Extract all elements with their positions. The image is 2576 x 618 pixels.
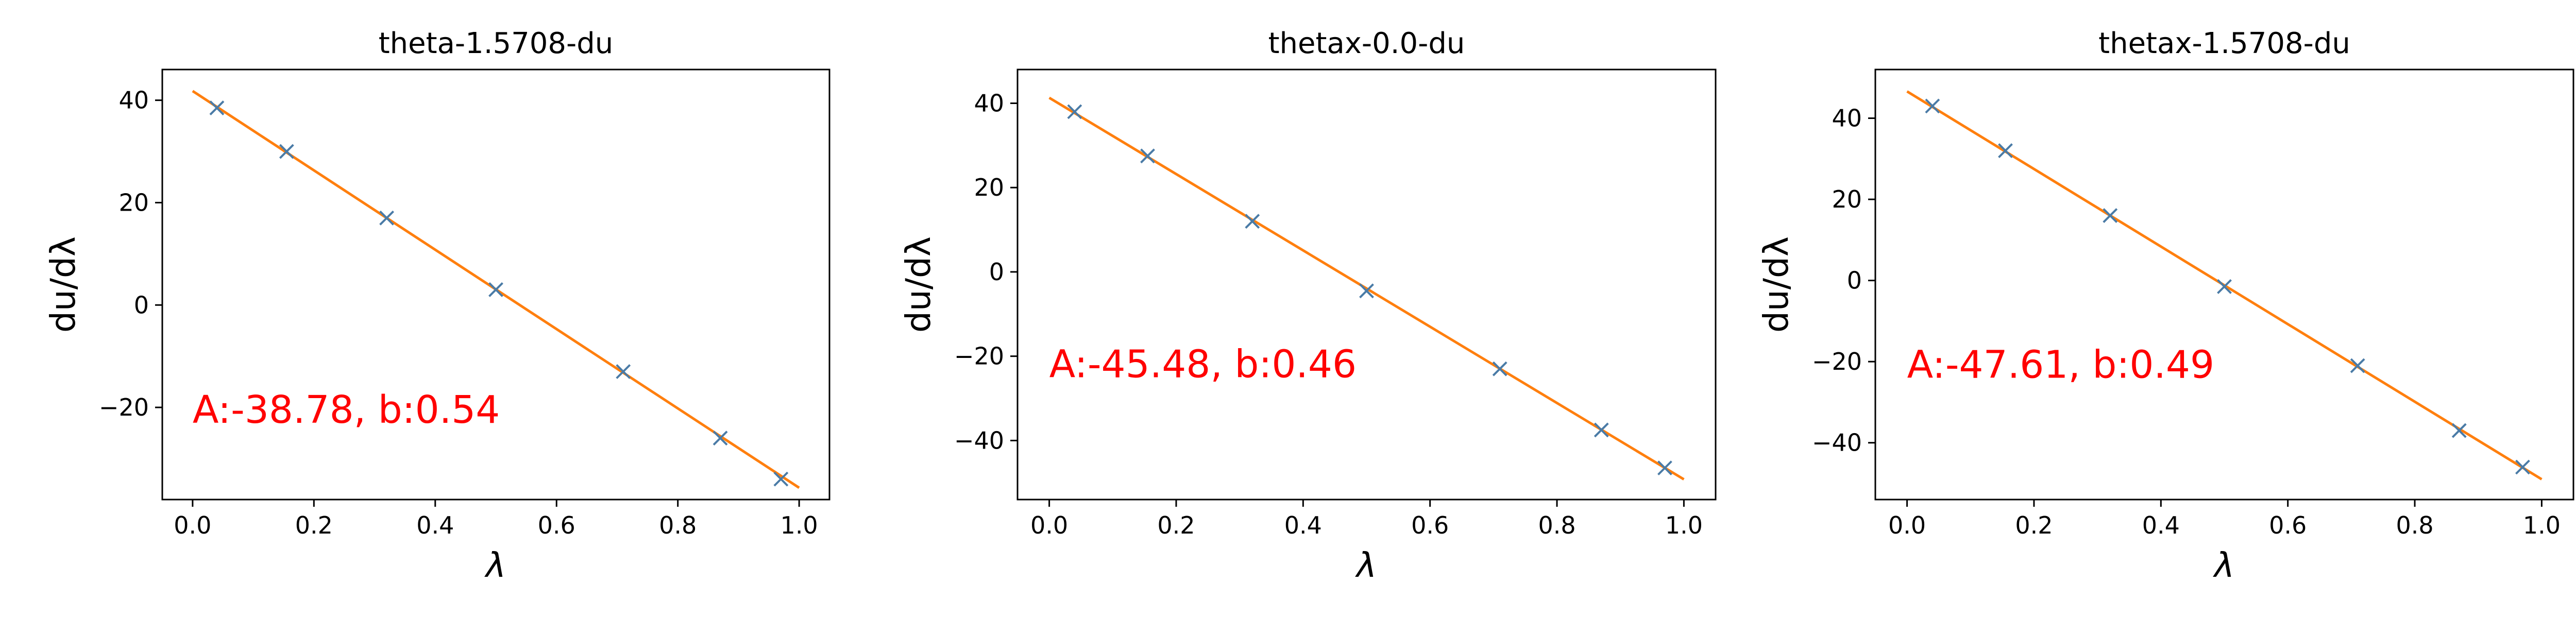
chart-panel-3: thetax-1.5708-du 0.0 0.2 0.4 0.6 0.8 1.0 −40 −20… — [1756, 27, 2574, 585]
y-tick-label: 0 — [989, 258, 1004, 286]
y-tick-label: 0 — [1847, 267, 1862, 295]
x-axis-label: λ — [2213, 545, 2234, 585]
plot-frame — [1874, 68, 2574, 501]
data-point — [209, 100, 225, 115]
x-tick-label: 0.0 — [1888, 511, 1926, 539]
data-point — [488, 282, 503, 297]
data-point — [2103, 208, 2118, 223]
x-tick-label: 1.0 — [781, 511, 818, 539]
data-point — [1067, 104, 1082, 119]
chart-panel-1: theta-1.5708-du 0.0 0.2 0.4 0.6 0.8 1.0 −20 0 20 4… — [43, 27, 831, 585]
y-tick-label: 40 — [118, 87, 149, 114]
data-point — [1140, 148, 1155, 164]
y-tick-label: 20 — [974, 174, 1004, 201]
data-point — [773, 471, 789, 487]
data-point — [2350, 358, 2365, 373]
data-point — [1359, 283, 1374, 299]
x-tick-label: 0.2 — [295, 511, 333, 539]
x-tick-label: 0.6 — [538, 511, 575, 539]
fit-annotation: A:-38.78, b:0.54 — [193, 388, 500, 432]
data-point — [616, 364, 631, 379]
y-axis-label: du/dλ — [1756, 236, 1796, 333]
data-point — [2217, 279, 2232, 294]
x-tick-label: 0.2 — [1157, 511, 1195, 539]
y-tick-label: 40 — [974, 89, 1004, 117]
y-tick-label: 20 — [1832, 185, 1862, 213]
chart-title: thetax-1.5708-du — [2098, 27, 2350, 60]
x-axis-label: λ — [484, 545, 506, 585]
y-tick-label: −40 — [954, 426, 1004, 454]
data-point — [1925, 98, 1940, 114]
y-tick-label: −20 — [99, 393, 149, 421]
chart-panel-2: thetax-0.0-du 0.0 0.2 0.4 0.6 0.8 1.0 −40 −20 0 20… — [899, 27, 1717, 585]
x-tick-label: 0.4 — [416, 511, 454, 539]
fit-annotation: A:-45.48, b:0.46 — [1049, 342, 1357, 387]
x-axis-label: λ — [1355, 545, 1377, 585]
fit-annotation: A:-47.61, b:0.49 — [1907, 343, 2215, 387]
plot-frame — [161, 68, 831, 501]
x-tick-label: 0.0 — [1030, 511, 1068, 539]
x-tick-label: 0.4 — [1284, 511, 1322, 539]
y-axis-label: du/dλ — [899, 236, 938, 333]
data-point — [1657, 460, 1672, 476]
y-tick-label: −40 — [1812, 429, 1862, 457]
y-tick-label: 20 — [118, 188, 149, 216]
x-tick-label: 0.6 — [2269, 511, 2307, 539]
data-point — [379, 210, 395, 226]
x-tick-label: 1.0 — [1665, 511, 1703, 539]
x-tick-label: 0.6 — [1411, 511, 1449, 539]
fit-line — [1048, 96, 1685, 480]
x-tick-label: 0.8 — [1538, 511, 1575, 539]
data-point — [2451, 423, 2467, 438]
chart-title: thetax-0.0-du — [1268, 27, 1465, 60]
x-tick-label: 0.0 — [174, 511, 211, 539]
x-tick-label: 0.8 — [659, 511, 697, 539]
y-axis-label: du/dλ — [43, 236, 83, 333]
data-point — [2515, 459, 2530, 475]
data-point — [1492, 361, 1507, 376]
data-point — [713, 431, 728, 446]
x-tick-label: 0.4 — [2142, 511, 2180, 539]
chart-title: theta-1.5708-du — [379, 27, 614, 60]
y-tick-label: 0 — [134, 291, 149, 319]
data-point — [1594, 422, 1609, 438]
y-tick-label: −20 — [1812, 348, 1862, 375]
data-point — [1998, 143, 2013, 158]
x-tick-label: 1.0 — [2523, 511, 2561, 539]
data-point — [279, 144, 294, 159]
y-tick-label: 40 — [1832, 105, 1862, 132]
data-point — [1245, 214, 1260, 229]
plot-frame — [1016, 68, 1717, 501]
x-tick-label: 0.8 — [2396, 511, 2433, 539]
x-tick-label: 0.2 — [2015, 511, 2053, 539]
y-tick-label: −20 — [954, 342, 1004, 370]
